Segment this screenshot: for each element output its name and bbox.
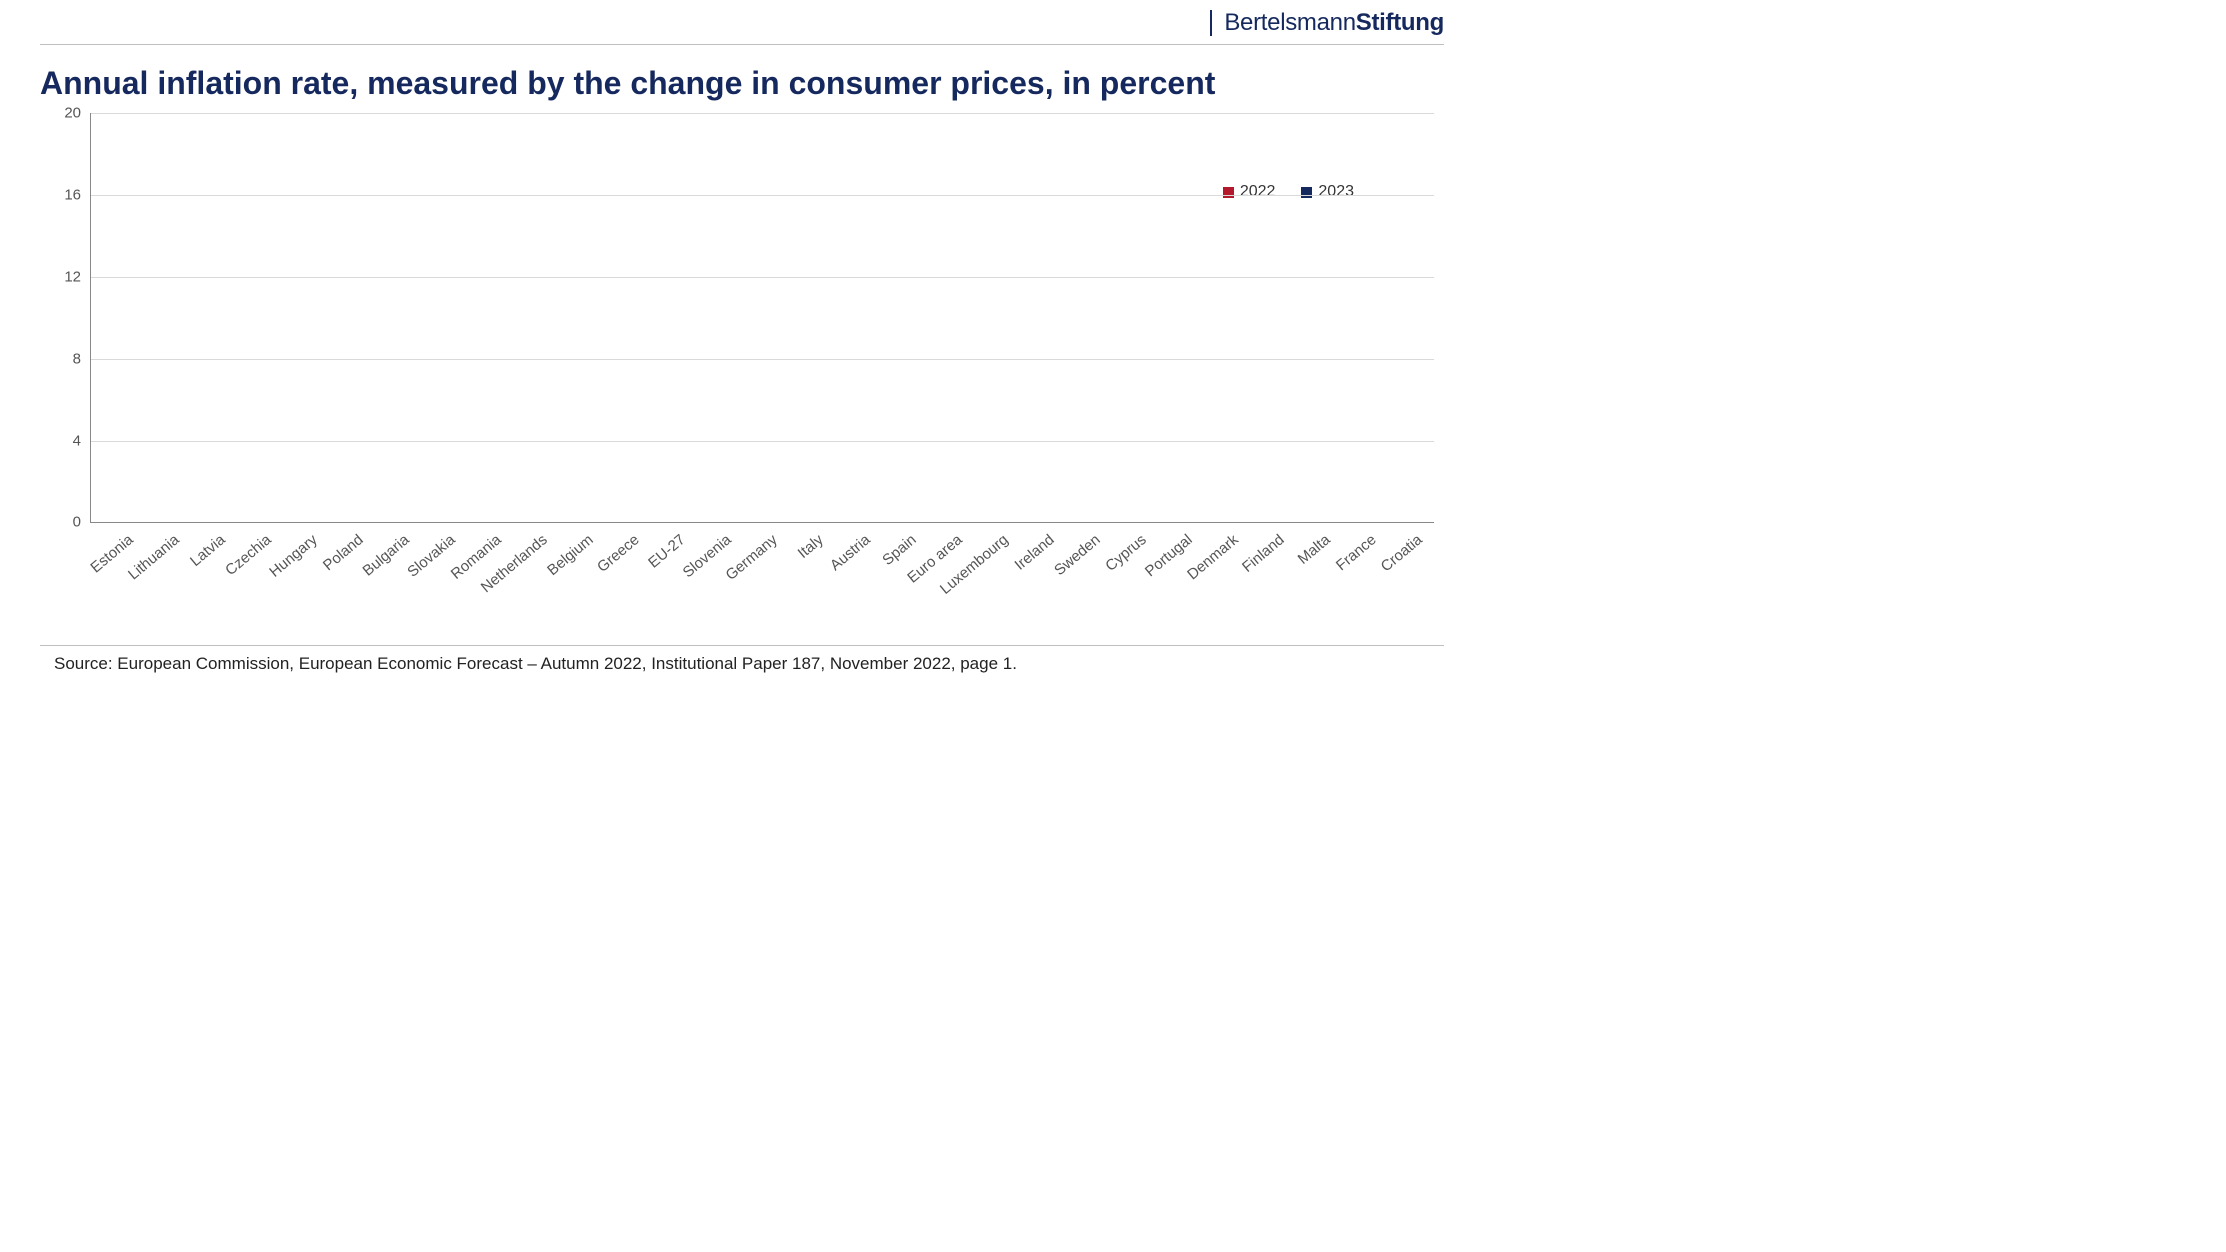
gridline (91, 195, 1434, 196)
legend-swatch-2023 (1301, 187, 1312, 198)
header: BertelsmannStiftung (40, 10, 1444, 42)
x-axis-label: Denmark (1180, 527, 1241, 584)
x-axis-label: Bulgaria (356, 527, 413, 580)
x-axis-label: Sweden (1047, 527, 1103, 579)
source-text: Source: European Commission, European Ec… (54, 654, 1444, 674)
gridline (91, 441, 1434, 442)
x-axis-label: Ireland (1007, 527, 1057, 574)
x-axis-label: France (1329, 527, 1380, 575)
x-axis-label: Austria (823, 527, 874, 575)
legend-item-2023: 2023 (1301, 183, 1354, 201)
chart-container: EstoniaLithuaniaLatviaCzechiaHungaryPola… (40, 113, 1444, 633)
y-axis-label: 0 (73, 514, 91, 531)
legend-label-2023: 2023 (1318, 183, 1354, 201)
x-axis-label: Italy (791, 527, 827, 562)
y-axis-label: 8 (73, 350, 91, 367)
gridline (91, 277, 1434, 278)
plot-area: EstoniaLithuaniaLatviaCzechiaHungaryPola… (90, 113, 1434, 523)
chart-title: Annual inflation rate, measured by the c… (40, 63, 1444, 103)
x-axis-label: Finland (1235, 527, 1287, 576)
gridline (91, 113, 1434, 114)
y-axis-label: 12 (64, 268, 91, 285)
legend-swatch-2022 (1223, 187, 1234, 198)
chart-page: BertelsmannStiftung Annual inflation rat… (0, 0, 1484, 698)
x-axis-label: Poland (316, 527, 367, 575)
x-axis-label: Malta (1291, 527, 1334, 568)
bottom-divider (40, 645, 1444, 646)
y-axis-label: 20 (64, 105, 91, 122)
legend-label-2022: 2022 (1240, 183, 1276, 201)
logo-part1: Bertelsmann (1224, 9, 1355, 36)
brand-logo: BertelsmannStiftung (1210, 10, 1444, 36)
bars-container: EstoniaLithuaniaLatviaCzechiaHungaryPola… (91, 113, 1434, 522)
gridline (91, 359, 1434, 360)
y-axis-label: 4 (73, 432, 91, 449)
x-axis-label: Czechia (218, 527, 274, 579)
x-axis-label: Hungary (263, 527, 321, 581)
top-divider (40, 44, 1444, 45)
y-axis-label: 16 (64, 187, 91, 204)
x-axis-label: Belgium (541, 527, 597, 579)
x-axis-label: Greece (591, 527, 643, 576)
legend: 2022 2023 (1223, 183, 1354, 201)
legend-item-2022: 2022 (1223, 183, 1276, 201)
x-axis-label: Lithuania (121, 527, 182, 584)
logo-part2: Stiftung (1356, 9, 1444, 36)
x-axis-label: Croatia (1374, 527, 1426, 576)
